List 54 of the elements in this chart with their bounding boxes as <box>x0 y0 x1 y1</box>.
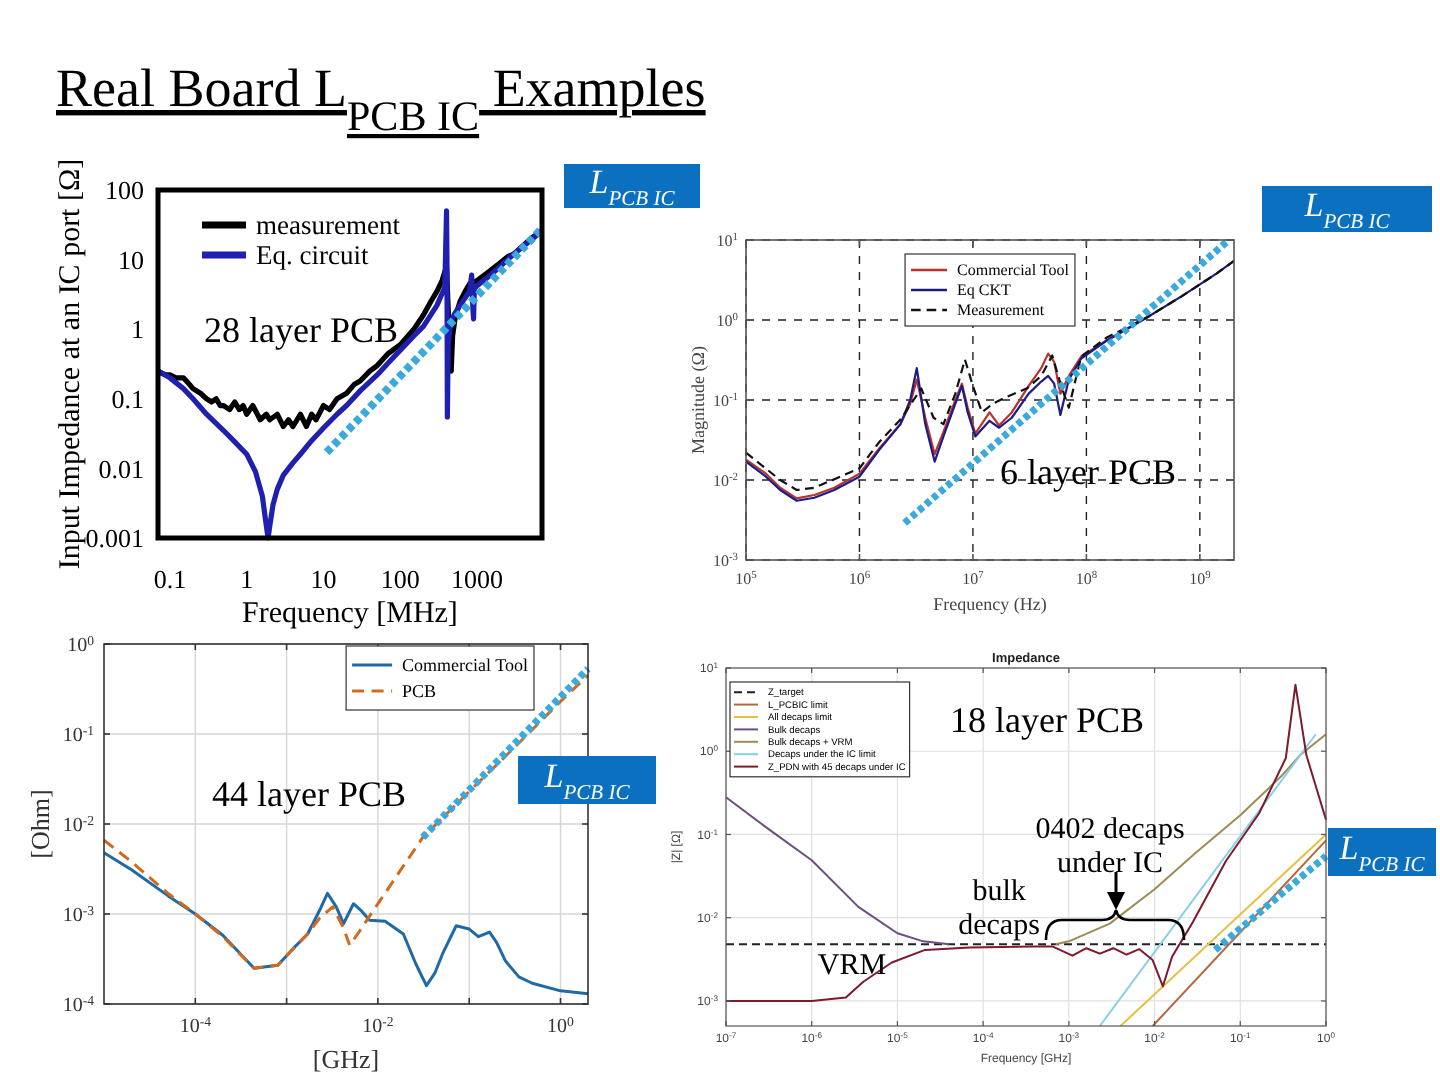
x-axis-title: [GHz] <box>312 1044 380 1074</box>
series-label: L$_{PCB IC}$ <box>1337 828 1427 876</box>
x-axis-title: Frequency [MHz] <box>242 598 458 630</box>
legend-label: Measurement <box>957 301 1046 320</box>
y-tick-label: 0.1 <box>111 383 144 414</box>
annotation: 0402 decaps under IC <box>1035 814 1185 880</box>
x-tick-label: 1 <box>240 564 254 594</box>
x-tick-label: 10$^{5}$ <box>735 570 758 588</box>
y-tick-label: 10 <box>118 244 144 275</box>
y-tick-label: 10$^{-1}$ <box>62 724 94 747</box>
x-tick-label: 10$^{-4}$ <box>179 1015 213 1038</box>
y-tick-label: 10$^{-3}$ <box>712 551 739 570</box>
x-tick-label: 0.1 <box>153 564 187 594</box>
series-label: L$_{PCB IC}$ <box>587 162 677 210</box>
annotation: 18 layer PCB <box>950 700 1144 740</box>
legend-label: Commercial Tool <box>402 654 529 675</box>
legend-label: Eq. circuit <box>256 239 369 270</box>
y-tick-label: 10$^{-2}$ <box>62 814 96 837</box>
y-tick-label: 100 <box>105 175 144 206</box>
y-tick-label: 10$^{1}$ <box>716 231 739 250</box>
y-axis-title: [Ohm] <box>25 789 56 859</box>
annotation: 28 layer PCB <box>204 310 398 350</box>
y-tick-label: 1 <box>131 314 144 345</box>
x-tick-label: 10$^{6}$ <box>848 570 871 588</box>
y-tick-label: 0.001 <box>85 523 144 554</box>
annotation: 6 layer PCB <box>1000 452 1176 492</box>
y-tick-label: 10$^{-4}$ <box>62 994 96 1017</box>
x-tick-label: 1000 <box>451 564 504 594</box>
y-axis-title: Magnitude (Ω) <box>688 346 709 454</box>
legend-label: PCB <box>402 680 437 701</box>
legend-label: measurement <box>256 209 401 240</box>
annotation: bulk decaps <box>958 876 1041 943</box>
y-axis-title: Input Impedance at an IC port [Ω] <box>54 158 87 570</box>
y-tick-label: 10$^{-3}$ <box>62 904 96 927</box>
x-tick-label: 10 <box>310 564 337 594</box>
text: Real Board L$_{PCB IC}$ Examples <box>56 58 706 140</box>
x-axis-title: Frequency (Hz) <box>933 594 1047 614</box>
y-tick-label: 0.01 <box>98 453 144 484</box>
legend-label: Eq CKT <box>957 281 1012 300</box>
x-tick-label: 10$^{0}$ <box>547 1015 576 1038</box>
y-tick-label: 10$^{0}$ <box>716 311 739 330</box>
annotation: VRM <box>817 950 887 982</box>
y-tick-label: 10$^{-1}$ <box>712 391 739 410</box>
x-tick-label: 10$^{-2}$ <box>362 1015 395 1038</box>
x-tick-label: 10$^{8}$ <box>1075 570 1098 588</box>
y-tick-label: 10$^{0}$ <box>67 634 96 657</box>
y-tick-label: 10$^{-2}$ <box>712 471 739 490</box>
x-tick-label: 100 <box>380 564 420 594</box>
annotation: 44 layer PCB <box>212 774 406 814</box>
series-label: L$_{PCB IC}$ <box>542 756 632 804</box>
legend-label: Commercial Tool <box>957 261 1071 280</box>
x-tick-label: 10$^{7}$ <box>962 570 985 588</box>
x-tick-label: 10$^{9}$ <box>1189 570 1212 588</box>
text: L$_{PCB IC}$ <box>1302 185 1392 233</box>
